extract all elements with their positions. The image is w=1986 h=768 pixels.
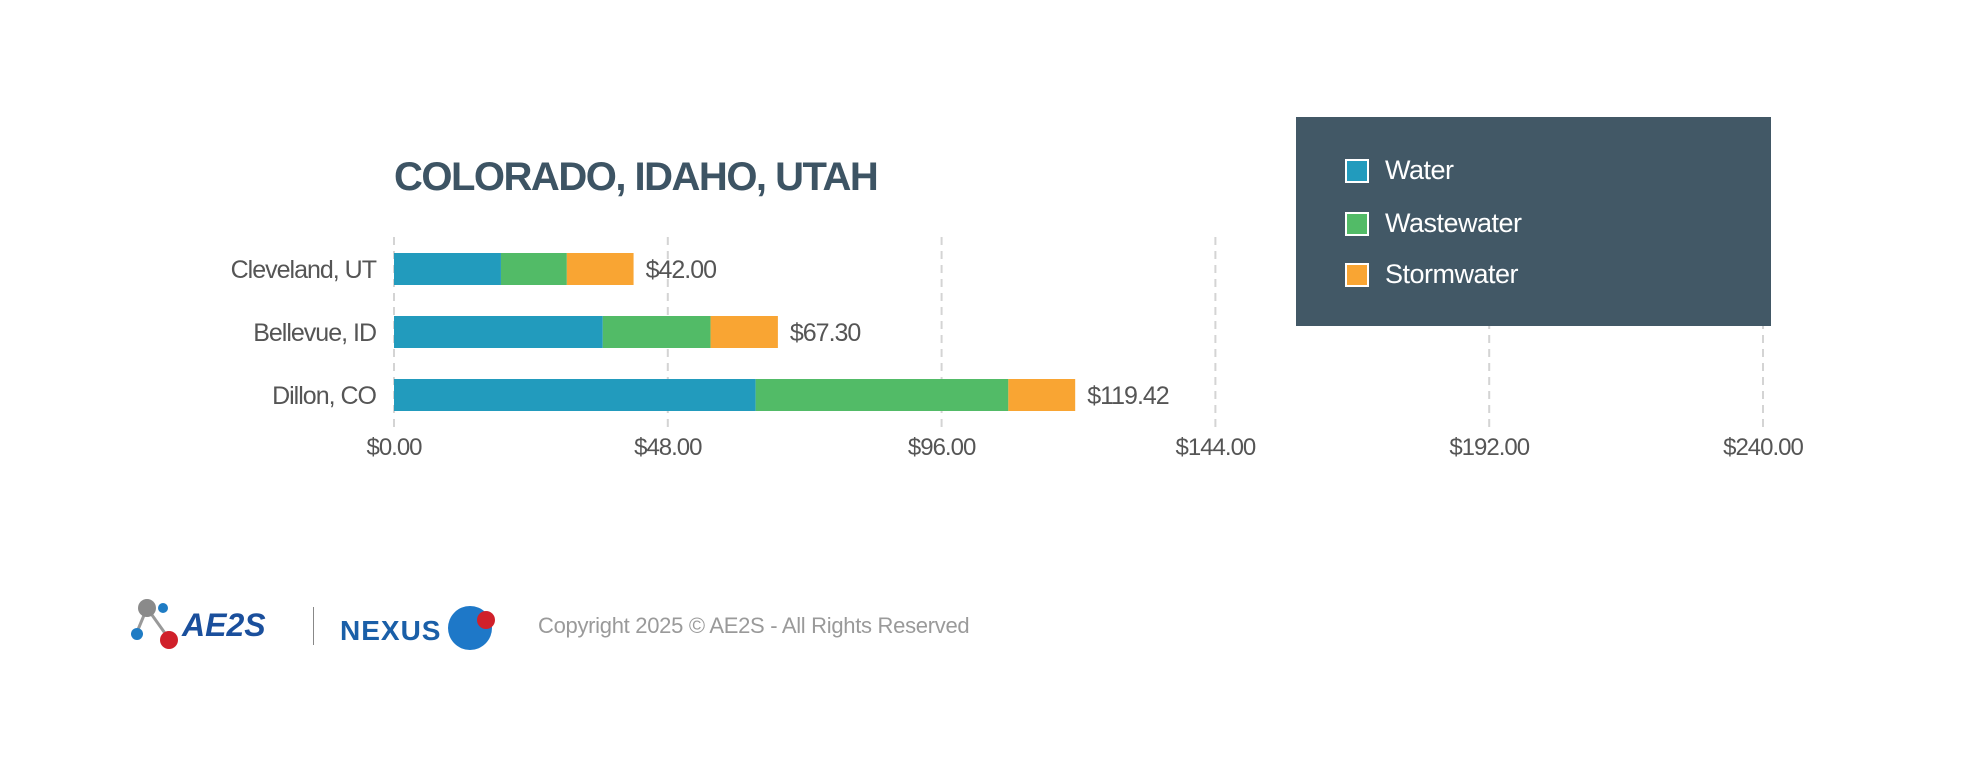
x-tick-label: $48.00 <box>634 434 702 461</box>
category-label: Dillon, CO <box>272 382 376 410</box>
ae2s-logo-text: AE2S <box>181 607 266 643</box>
bar-segment-stormwater <box>566 253 634 285</box>
total-label: $42.00 <box>646 256 717 284</box>
legend-item-water: Water <box>1345 155 1454 186</box>
total-label: $67.30 <box>790 319 861 347</box>
legend-swatch-water <box>1345 158 1369 183</box>
legend-label: Stormwater <box>1385 259 1519 289</box>
category-label: Cleveland, UT <box>231 256 377 284</box>
x-axis: $0.00 $48.00 $96.00 $144.00 $192.00 $240.00 <box>366 434 1804 461</box>
chart-title: COLORADO, IDAHO, UTAH <box>394 155 877 199</box>
x-tick-label: $192.00 <box>1449 434 1529 461</box>
x-tick-label: $240.00 <box>1723 434 1803 461</box>
ae2s-logo: AE2S <box>131 599 266 649</box>
bar-segment-wastewater <box>755 379 1009 411</box>
bar-segment-water <box>394 379 756 411</box>
legend-swatch-stormwater <box>1345 262 1369 287</box>
category-label: Bellevue, ID <box>253 319 376 347</box>
legend-item-wastewater: Wastewater <box>1345 208 1522 239</box>
nexus-logo-text: NEXUS <box>340 615 441 646</box>
legend-label: Water <box>1385 155 1454 185</box>
x-tick-label: $0.00 <box>366 434 422 461</box>
footer: AE2S NEXUS Copyright 2025 © AE2S - All R… <box>127 598 970 654</box>
x-tick-label: $96.00 <box>908 434 976 461</box>
bar-segment-wastewater <box>500 253 567 285</box>
legend: Water Wastewater Stormwater <box>1296 117 1771 326</box>
legend-label: Wastewater <box>1385 208 1522 238</box>
logo-divider <box>313 607 314 645</box>
bars: Cleveland, UT $42.00 Bellevue, ID $67.30 Dil… <box>231 253 1170 411</box>
bar-segment-water <box>394 316 603 348</box>
total-label: $119.42 <box>1087 382 1169 410</box>
bar-segment-stormwater <box>1008 379 1076 411</box>
x-tick-label: $144.00 <box>1176 434 1256 461</box>
legend-item-stormwater: Stormwater <box>1345 259 1519 290</box>
nexus-logo: NEXUS <box>340 606 495 650</box>
bar-segment-wastewater <box>602 316 711 348</box>
legend-swatch-wastewater <box>1345 211 1369 236</box>
copyright-text: Copyright 2025 © AE2S - All Rights Reser… <box>538 613 970 638</box>
bar-segment-stormwater <box>710 316 778 348</box>
bar-segment-water <box>394 253 501 285</box>
